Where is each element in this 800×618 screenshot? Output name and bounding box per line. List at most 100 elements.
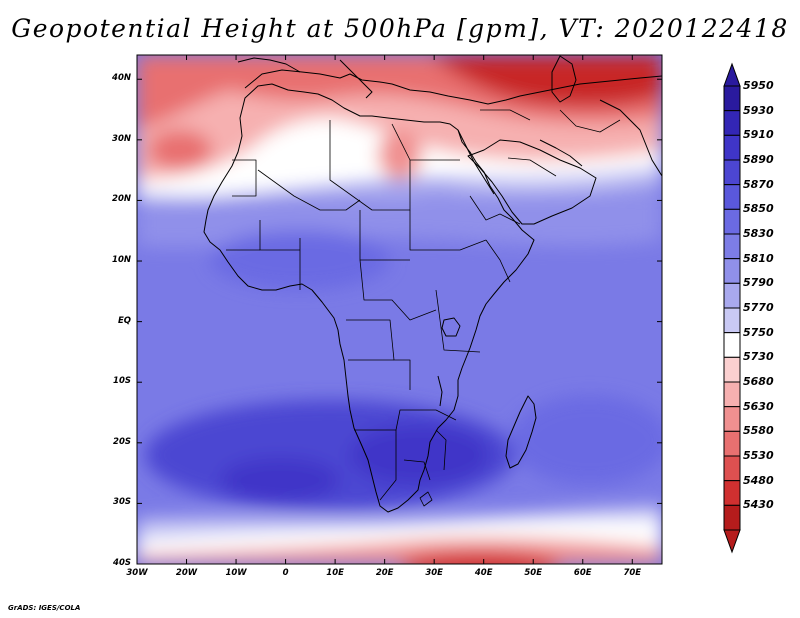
colorbar-swatch xyxy=(723,455,741,482)
latitude-tick-label: 30N xyxy=(112,133,131,144)
colorbar-tick-label: 5770 xyxy=(743,301,774,314)
colorbar-tick-label: 5930 xyxy=(743,103,774,117)
height-field-southern-ridge-core xyxy=(350,425,490,485)
longitude-tick-label: 30W xyxy=(126,568,148,578)
plot-frame xyxy=(136,54,663,565)
madagascar-coastline xyxy=(505,395,537,469)
border-segment xyxy=(403,459,431,481)
border-segment xyxy=(379,430,397,501)
border-segment xyxy=(419,491,433,507)
height-field-dark-red xyxy=(430,55,662,107)
colorbar-tick-label: 5910 xyxy=(743,128,774,142)
border-segment xyxy=(232,159,257,197)
europe-coastline xyxy=(244,69,662,105)
colorbar-swatch xyxy=(723,381,741,408)
lake-victoria xyxy=(441,317,461,337)
colorbar-tick-label: 5530 xyxy=(743,449,774,462)
colorbar-swatch xyxy=(723,356,741,383)
height-field-indian-ocean xyxy=(510,395,662,485)
colorbar-swatch xyxy=(723,406,741,432)
longitude-tick-label: 20W xyxy=(175,568,198,578)
latitude-tick-label: 10N xyxy=(112,255,131,266)
border-segment xyxy=(559,109,621,133)
colorbar-tick-label: 5790 xyxy=(743,276,774,290)
colorbar-swatch xyxy=(723,208,741,235)
longitude-tick-label: 10W xyxy=(225,568,247,578)
border-segment xyxy=(435,289,481,353)
chart-title: Geopotential Height at 500hPa [gpm], VT:… xyxy=(11,14,789,43)
latitude-tick-label: 30S xyxy=(113,497,131,508)
colorbar-swatch xyxy=(723,159,741,186)
colorbar-tick-label: 5580 xyxy=(743,424,774,438)
colorbar-swatch xyxy=(723,504,741,531)
longitude-tick-label: 0 xyxy=(282,568,289,578)
longitude-tick-label: 20E xyxy=(375,568,394,578)
border-segment xyxy=(435,429,447,471)
colorbar-swatch xyxy=(723,430,741,457)
latitude-tick-label: EQ xyxy=(117,315,131,326)
latitude-tick-label: 40N xyxy=(112,73,131,84)
italy-coastline xyxy=(339,59,373,99)
colorbar-tick-label: 5730 xyxy=(743,350,774,364)
colorbar-swatch xyxy=(723,258,741,284)
colorbar-tick-label: 5810 xyxy=(743,251,774,265)
latitude-tick-label: 40S xyxy=(113,558,131,568)
height-field-atlantic-red xyxy=(148,130,212,170)
colorbar-swatch xyxy=(723,480,741,506)
border-segment xyxy=(485,239,511,283)
border-segment xyxy=(507,157,557,177)
colorbar-swatch xyxy=(723,307,741,334)
axis-ticks xyxy=(136,55,662,565)
latitude-tick-label: 10S xyxy=(113,376,131,387)
colorbar-tick-label: 5950 xyxy=(743,79,774,92)
latitude-tick-label: 20N xyxy=(112,194,131,205)
border-segment xyxy=(469,195,521,225)
border-segment xyxy=(359,259,437,321)
colorbar-swatch xyxy=(723,233,741,260)
longitude-tick-label: 40E xyxy=(474,568,493,578)
iberia-coastline xyxy=(237,57,301,73)
lake-malawi xyxy=(437,375,443,407)
colorbar-tick-label: 5680 xyxy=(743,375,774,388)
colorbar-top-arrow xyxy=(723,62,741,87)
colorbar-tick-label: 5430 xyxy=(743,498,774,512)
colorbar-tick-label: 5870 xyxy=(743,177,774,191)
india-coastline xyxy=(599,99,662,177)
caspian-coastline xyxy=(551,55,577,103)
colorbar-tick-label: 5830 xyxy=(743,227,774,240)
colorbar-swatch xyxy=(723,184,741,210)
country-borders xyxy=(226,109,621,507)
longitude-tick-label: 70E xyxy=(623,568,642,578)
longitude-tick-label: 30E xyxy=(425,568,443,578)
border-segment xyxy=(257,169,361,211)
longitude-tick-label: 50E xyxy=(524,568,543,578)
border-segment xyxy=(480,109,531,121)
colorbar-swatch xyxy=(723,134,741,161)
red-sea-coastline xyxy=(457,129,495,195)
credit-text: GrADS: IGES/COLA xyxy=(8,604,81,612)
height-field-south-atlantic-core xyxy=(220,458,340,502)
colorbar-swatch xyxy=(723,282,741,309)
height-field-libya-low xyxy=(378,130,422,180)
persian-gulf-coastline xyxy=(539,139,583,167)
border-segment xyxy=(409,210,487,251)
colorbar-tick-label: 5750 xyxy=(743,325,774,339)
colorbar-swatch xyxy=(723,332,741,358)
longitude-tick-label: 10E xyxy=(326,568,344,578)
africa-coastline xyxy=(203,83,535,513)
colorbar-tick-label: 5850 xyxy=(743,202,774,216)
border-segment xyxy=(354,409,457,431)
colorbar-tick-label: 5890 xyxy=(743,153,774,166)
border-segment xyxy=(329,120,411,211)
coastlines xyxy=(203,55,662,513)
colorbar-bottom-arrow xyxy=(723,529,741,554)
colorbar-swatch xyxy=(723,85,741,112)
colorbar-tick-label: 5630 xyxy=(743,399,774,413)
height-field-southern-dark-red xyxy=(400,552,560,564)
arabia-coastline xyxy=(467,139,597,225)
longitude-tick-label: 60E xyxy=(573,568,592,578)
latitude-tick-label: 20S xyxy=(113,436,131,447)
colorbar-swatch xyxy=(723,110,741,136)
colorbar-tick-label: 5480 xyxy=(743,473,774,487)
